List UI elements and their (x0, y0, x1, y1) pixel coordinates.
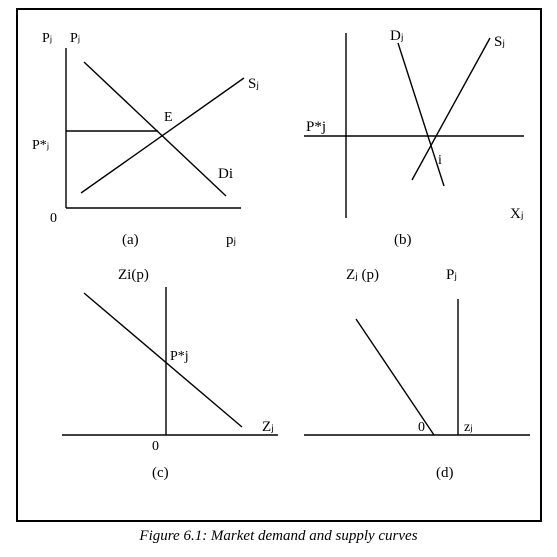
figure-caption: Figure 6.1: Market demand and supply cur… (0, 528, 557, 545)
panel-a: Pⱼ Pⱼ P*ⱼ 0 Sⱼ Di E pⱼ (a) (26, 18, 291, 248)
panel-c-label: (c) (152, 465, 169, 481)
panel-b-label: (b) (394, 232, 412, 248)
panel-a-y-label-2: Pⱼ (70, 31, 80, 46)
panel-d-title-left: Zⱼ (p) (346, 267, 379, 283)
panel-c-origin-label: 0 (152, 439, 159, 454)
panel-d-label: (d) (436, 465, 454, 481)
figure-page: Pⱼ Pⱼ P*ⱼ 0 Sⱼ Di E pⱼ (a) Dⱼ Sⱼ P*j i X… (0, 0, 557, 557)
panel-c-demand-line (84, 293, 242, 427)
figure-frame: Pⱼ Pⱼ P*ⱼ 0 Sⱼ Di E pⱼ (a) Dⱼ Sⱼ P*j i X… (16, 8, 542, 522)
panel-b: Dⱼ Sⱼ P*j i Xⱼ (b) (286, 18, 538, 248)
panel-a-demand-label: Di (218, 166, 233, 182)
panel-b-x-label: Xⱼ (510, 206, 523, 222)
panel-a-y-label-1: Pⱼ (42, 31, 52, 46)
panel-b-demand-label: Dⱼ (390, 28, 403, 44)
panel-b-price-star-label: P*j (306, 119, 326, 135)
panel-d-origin-label: 0 (418, 420, 425, 435)
panel-d: Zⱼ (p) Pⱼ 0 zⱼ (d) (286, 265, 538, 490)
panel-a-equilibrium-label: E (164, 110, 173, 125)
panel-d-title-right: Pⱼ (446, 267, 457, 283)
panel-a-origin-label: 0 (50, 211, 57, 226)
panel-b-intersection-label: i (438, 153, 442, 168)
panel-b-supply-line (412, 38, 490, 180)
panel-b-supply-label: Sⱼ (494, 34, 505, 50)
panel-c-price-star-label: P*j (170, 349, 189, 364)
panel-a-price-star-label: P*ⱼ (32, 138, 49, 153)
panel-c-title: Zi(p) (118, 267, 149, 283)
panel-a-label: (a) (122, 232, 139, 248)
panel-d-demand-line (356, 319, 434, 435)
panel-a-x-label: pⱼ (226, 232, 236, 248)
panel-c-x-label: Zⱼ (262, 419, 274, 435)
panel-d-x-right-label: zⱼ (464, 420, 473, 435)
panel-c: Zi(p) P*j 0 Zⱼ (c) (26, 265, 291, 490)
panel-a-supply-label: Sⱼ (248, 76, 259, 92)
